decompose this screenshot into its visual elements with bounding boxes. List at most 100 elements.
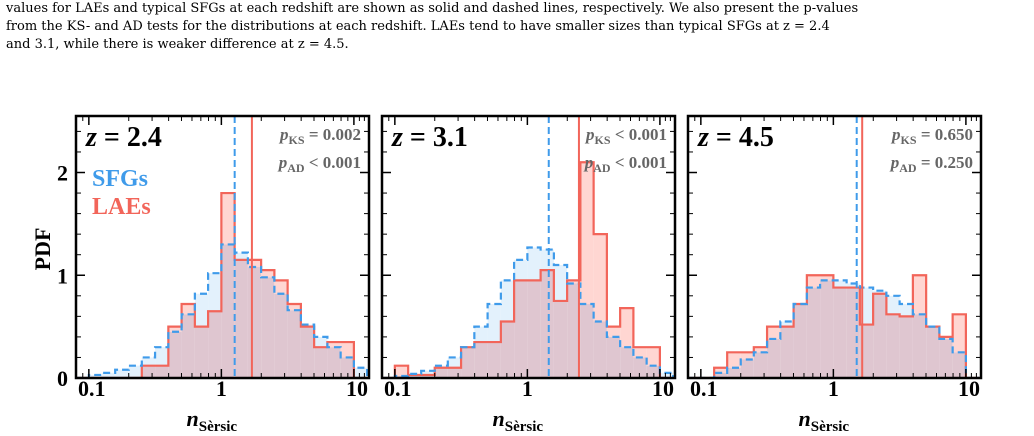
overlap-bar [168,331,182,378]
sfg-bar [527,247,541,281]
figure-caption: values for LAEs and typical SFGs at each… [6,0,1030,54]
overlap-bar [899,316,913,378]
x-tick-label: 0.1 [78,376,106,401]
overlap-bar [208,311,222,378]
lae-bar [820,275,834,281]
p-ad-value: pAD = 0.250 [889,153,973,175]
overlap-bar [727,367,741,378]
overlap-bar [274,293,288,378]
p-ad-value: pAD < 0.001 [277,153,361,175]
sfg-bar [474,326,488,343]
sfg-bar [102,372,116,378]
sfg-histogram-line [76,243,369,378]
overlap-bar [753,352,768,378]
sfg-bar [447,357,462,368]
lae-bar [168,326,182,332]
sfg-bar [208,273,222,312]
caption-line-1: values for LAEs and typical SFGs at each… [6,1,859,16]
x-tick-label: 1 [828,376,839,401]
panel-z2: 0.1 1 10 nSèrsic z = 4.5 pKS = 0.650 pAD = 0.2… [686,114,983,435]
overlap-bar [314,347,328,378]
overlap-bar [926,326,940,378]
overlap-bar [952,352,966,378]
overlap-bar [646,365,660,378]
overlap-bar [500,321,515,378]
lae-bar [580,162,594,305]
panel-frame [686,114,983,380]
redshift-label: z = 3.1 [391,122,468,153]
overlap-bar [340,357,354,378]
sfg-bar [886,295,900,315]
x-tick-label: 0.1 [690,376,718,401]
overlap-bar [247,267,262,378]
sfg-bar [846,283,860,288]
overlap-bar [434,367,448,378]
sfg-bar [128,365,142,378]
overlap-bar [487,342,501,378]
p-ks-value: pKS = 0.002 [278,125,361,147]
overlap-bar [540,270,554,378]
lae-bar [261,270,275,278]
overlap-bar [820,280,834,378]
overlap-bar [846,287,860,378]
x-tick-label: 1 [216,376,227,401]
overlap-bar [606,336,621,378]
lae-bar [606,326,621,337]
overlap-bar [767,338,781,378]
sfg-bar [780,321,794,327]
sfg-bar [487,304,501,343]
sfg-bar [421,370,435,375]
lae-bar [952,314,966,353]
overlap-bar [567,283,581,378]
x-tick-label: 10 [346,376,368,401]
overlap-bar [141,365,156,378]
lae-bar [727,352,741,368]
plot-area [76,116,369,378]
lae-bar [633,347,647,358]
lae-bar [221,193,235,245]
caption-line-3: and 3.1, while there is weaker differenc… [6,37,349,52]
sfg-histogram-line [382,246,675,378]
sfg-bar [234,252,248,260]
panel-frame [74,114,371,380]
overlap-bar [461,347,475,378]
overlap-bar [806,287,821,378]
sfg-bar [353,367,368,378]
overlap-bar [633,357,647,378]
overlap-bar [740,359,754,378]
lae-bar [567,280,581,284]
lae-bar [287,304,301,311]
overlap-bar [527,280,541,378]
sfg-bar [899,304,913,317]
overlap-bar [939,338,953,378]
sfg-bar [873,290,887,294]
sfg-bar [500,280,515,322]
overlap-bar [833,287,847,378]
overlap-bar [793,304,807,378]
lae-bar [181,304,195,315]
x-axis-label: nSèrsic [799,406,850,435]
sfg-bar [553,264,568,301]
overlap-bar [474,342,488,378]
overlap-bar [514,280,528,378]
overlap-bar [593,321,607,378]
x-axis-label: nSèrsic [187,406,238,435]
overlap-bar [181,314,195,378]
overlap-bar [580,304,594,378]
p-ad-value: pAD < 0.001 [583,153,667,175]
lae-bar [912,275,927,315]
legend-laes: LAEs [92,194,151,220]
lae-bar [767,326,781,339]
overlap-bar [620,347,634,378]
y-tick-label: 0 [57,366,68,391]
overlap-bar [155,365,169,378]
overlap-bar [447,367,462,378]
x-tick-label: 1 [522,376,533,401]
x-tick-label: 10 [652,376,674,401]
sfg-bar [115,369,129,378]
lae-bar [753,347,768,353]
sfg-bar [155,347,169,366]
y-tick-label: 2 [57,161,68,186]
lae-bar [806,275,821,288]
